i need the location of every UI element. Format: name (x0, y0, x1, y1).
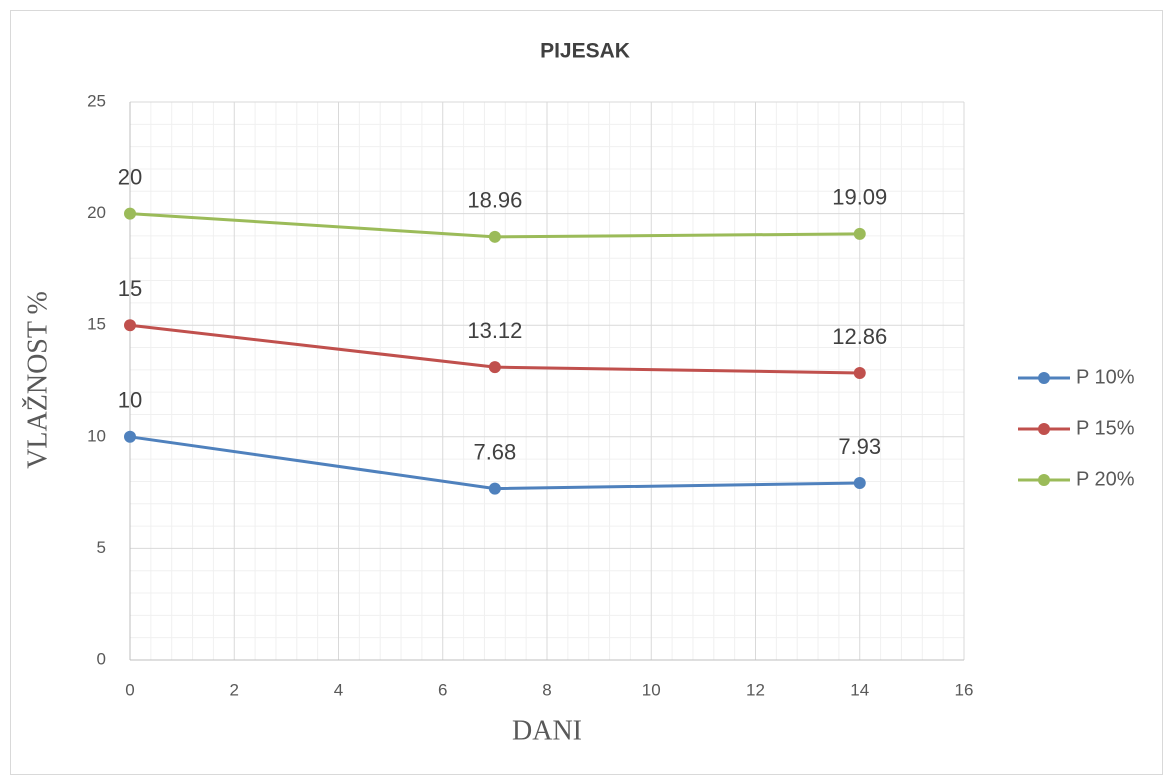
data-label: 12.86 (832, 324, 887, 349)
legend-marker (1038, 372, 1050, 384)
data-point (853, 477, 866, 490)
legend-label: P 10% (1076, 366, 1135, 388)
y-axis-label: VLAŽNOST % (22, 291, 53, 469)
x-tick-label: 10 (642, 680, 661, 699)
y-tick-label: 5 (97, 538, 106, 557)
data-label: 10 (118, 388, 142, 413)
y-tick-label: 20 (87, 203, 106, 222)
legend-label: P 20% (1076, 468, 1135, 490)
data-point (853, 366, 866, 379)
data-point (853, 227, 866, 240)
legend-label: P 15% (1076, 417, 1135, 439)
x-tick-label: 8 (542, 680, 551, 699)
x-axis-label: DANI (512, 715, 582, 746)
data-label: 15 (118, 276, 142, 301)
x-tick-label: 4 (334, 680, 343, 699)
data-label: 20 (118, 164, 142, 189)
data-label: 19.09 (832, 185, 887, 210)
legend-marker (1038, 474, 1050, 486)
data-point (488, 482, 501, 495)
y-tick-label: 15 (87, 315, 106, 334)
y-tick-label: 0 (97, 649, 106, 668)
data-point (488, 361, 501, 374)
x-tick-label: 6 (438, 680, 447, 699)
x-tick-label: 0 (125, 680, 134, 699)
x-tick-label: 2 (230, 680, 239, 699)
data-point (124, 319, 136, 332)
x-tick-label: 14 (850, 680, 869, 699)
legend-marker (1038, 423, 1050, 435)
data-label: 18.96 (467, 188, 522, 213)
data-point (124, 207, 136, 220)
chart-title: PIJESAK (540, 40, 630, 63)
x-tick-label: 16 (955, 680, 974, 699)
y-tick-label: 25 (87, 91, 106, 110)
y-tick-label: 10 (87, 426, 106, 445)
data-point (124, 430, 136, 443)
data-label: 7.68 (473, 439, 516, 464)
x-tick-label: 12 (746, 680, 765, 699)
data-point (488, 230, 501, 243)
data-label: 13.12 (467, 318, 522, 343)
data-label: 7.93 (838, 434, 881, 459)
